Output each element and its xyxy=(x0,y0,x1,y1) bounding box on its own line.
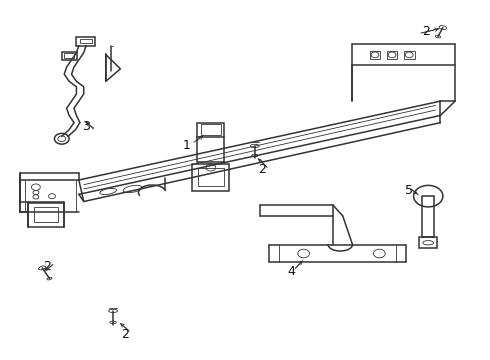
Bar xyxy=(64,53,74,58)
Text: 2: 2 xyxy=(422,25,430,38)
Bar xyxy=(419,237,437,248)
Bar xyxy=(197,123,224,137)
Text: 2: 2 xyxy=(122,328,129,341)
Bar xyxy=(62,52,77,60)
Bar xyxy=(76,37,95,45)
Text: 3: 3 xyxy=(82,120,90,133)
Bar xyxy=(192,164,229,191)
Bar xyxy=(80,39,92,43)
Bar xyxy=(422,196,434,237)
Text: 5: 5 xyxy=(405,184,413,197)
Bar xyxy=(201,125,220,135)
Bar xyxy=(387,51,397,59)
Bar xyxy=(27,203,64,226)
Bar xyxy=(198,168,223,186)
Bar xyxy=(34,207,58,222)
Text: 2: 2 xyxy=(43,260,51,273)
Text: 1: 1 xyxy=(182,139,190,152)
Text: 4: 4 xyxy=(288,265,295,278)
Bar xyxy=(404,51,415,59)
Bar xyxy=(369,51,380,59)
Text: 2: 2 xyxy=(258,163,266,176)
